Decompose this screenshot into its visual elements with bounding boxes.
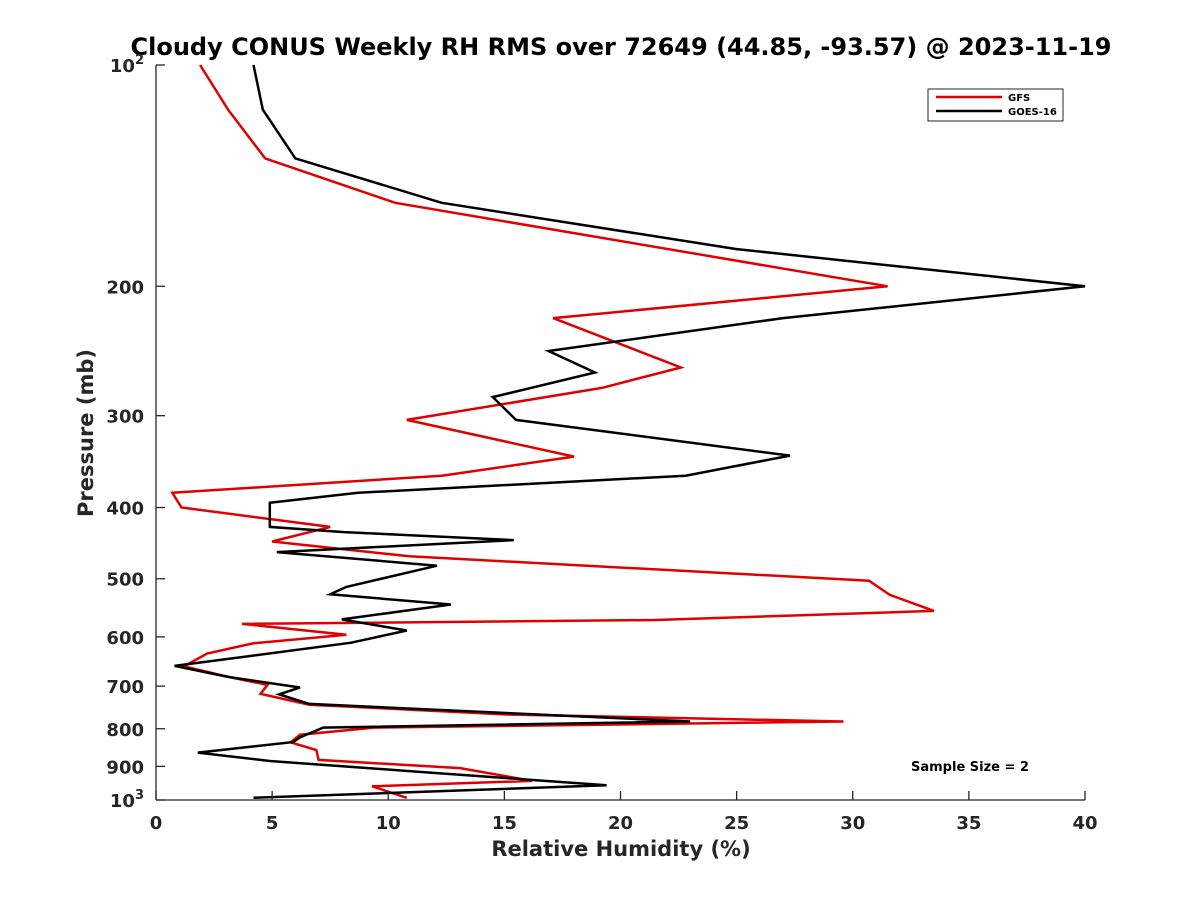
x-ticks: 0 5 10 15 20 25 30 35 40: [150, 791, 1098, 834]
x-tick-label-20: 20: [608, 813, 633, 834]
y-axis-label: Pressure (mb): [74, 349, 98, 517]
legend-label-gfs: GFS: [1008, 93, 1030, 104]
x-tick-label-15: 15: [492, 813, 517, 834]
y-tick-label-100: 102: [110, 53, 144, 77]
x-tick-label-35: 35: [956, 813, 981, 834]
y-tick-label-900: 900: [106, 757, 144, 778]
series-layer: [170, 64, 1086, 800]
legend: GFS GOES-16: [927, 88, 1064, 122]
y-tick-label-500: 500: [106, 570, 144, 591]
x-tick-label-5: 5: [266, 813, 279, 834]
chart-title: Cloudy CONUS Weekly RH RMS over 72649 (4…: [131, 33, 1112, 61]
series-line-gfs: [170, 64, 935, 799]
y-tick-label-200: 200: [106, 277, 144, 298]
x-tick-label-40: 40: [1072, 813, 1097, 834]
legend-label-goes16: GOES-16: [1008, 107, 1057, 118]
sample-size-annotation: Sample Size = 2: [911, 760, 1029, 775]
x-tick-label-25: 25: [724, 813, 749, 834]
x-tick-label-10: 10: [376, 813, 401, 834]
y-tick-label-400: 400: [106, 499, 144, 520]
x-axis-label: Relative Humidity (%): [491, 837, 750, 861]
y-tick-label-1000: 103: [110, 788, 144, 812]
y-tick-label-700: 700: [106, 677, 144, 698]
y-tick-label-800: 800: [106, 720, 144, 741]
x-tick-label-0: 0: [150, 813, 163, 834]
y-ticks: 102 200 300 400 500 600 700 800 900 103: [106, 53, 165, 812]
y-tick-label-300: 300: [106, 407, 144, 428]
y-tick-label-600: 600: [106, 628, 144, 649]
plot-area: 0 5 10 15 20 25 30 35 40 102 200 300 400 500 600 700 80…: [106, 53, 1097, 834]
series-line-goes16: [174, 64, 1086, 800]
legend-box: [927, 88, 1064, 122]
x-tick-label-30: 30: [840, 813, 865, 834]
